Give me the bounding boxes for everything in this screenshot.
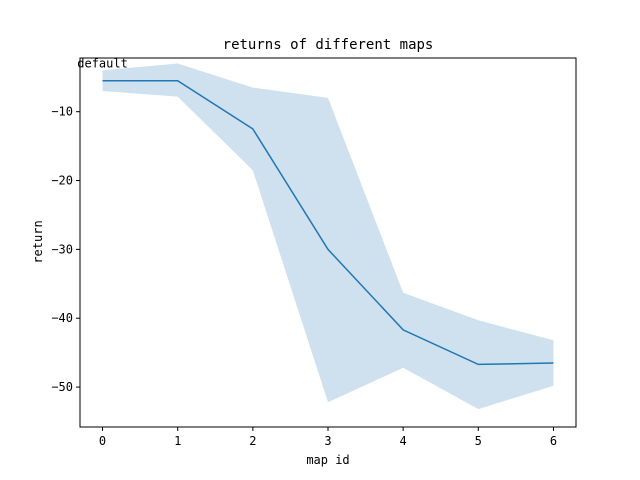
x-axis: 0 1 2 3 4 5 6 [99,427,557,448]
annotation-label: default [77,57,128,71]
chart-title: returns of different maps [223,37,434,53]
series-0-line [102,79,554,366]
y-tick-label: −50 [51,380,73,394]
y-tick-label: −30 [51,242,73,256]
x-tick-label: 2 [249,434,256,448]
y-tick-label: −20 [51,174,73,188]
x-tick-label: 6 [550,434,557,448]
annotations: default [77,57,128,71]
y-axis-label: return [31,220,45,263]
series-0-band [102,63,554,410]
x-tick-label: 0 [99,434,106,448]
y-tick-label: −40 [51,311,73,325]
y-axis: −10 −20 −30 −40 −50 [51,105,80,394]
x-tick-label: 5 [475,434,482,448]
x-axis-label: map id [306,453,349,467]
x-tick-label: 1 [174,434,181,448]
plot-area [102,63,554,410]
x-tick-label: 3 [324,434,331,448]
y-tick-label: −10 [51,105,73,119]
x-tick-label: 4 [400,434,407,448]
